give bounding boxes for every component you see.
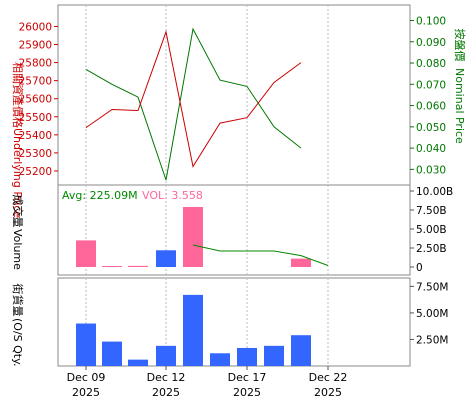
nominal-axis-label-cjk: 按盤價: [453, 29, 467, 62]
volume-bar: [102, 266, 122, 267]
underlying-tick-label: 25600: [19, 94, 52, 106]
underlying-tick-label: 25300: [19, 148, 52, 160]
underlying-price-line: [85, 30, 302, 168]
volume-tick-label: 2.50B: [416, 243, 447, 255]
nominal-axis-label: Nominal Price: [453, 68, 466, 144]
outstanding-bar: [156, 345, 176, 366]
underlying-tick-label: 25200: [19, 166, 52, 178]
outstanding-bar: [76, 323, 96, 366]
nominal-tick-label: 0.070: [416, 79, 446, 91]
volume-tick-label: 7.50B: [416, 205, 447, 217]
outstanding-bar: [102, 341, 122, 366]
underlying-axis-label: Underlying Price: [11, 128, 24, 218]
x-tick-label: Dec 09: [67, 371, 106, 384]
underlying-tick-label: 25700: [19, 76, 52, 88]
nominal-tick-label: 0.100: [416, 16, 446, 28]
x-tick-label: Dec 17: [228, 371, 267, 384]
volume-bar: [156, 250, 176, 267]
underlying-axis-label-cjk: 相關資產價格: [11, 62, 25, 128]
underlying-tick-label: 25800: [19, 58, 52, 70]
nominal-tick-label: 0.090: [416, 37, 446, 49]
x-tick-year: 2025: [314, 386, 342, 399]
nominal-tick-label: 0.080: [416, 58, 446, 70]
outstanding-axis-label: (O/S Qty.: [11, 318, 24, 367]
outstanding-bar: [128, 359, 148, 366]
nominal-tick-label: 0.040: [416, 143, 446, 155]
underlying-tick-label: 26000: [19, 21, 52, 33]
outstanding-bar: [237, 347, 257, 366]
outstanding-bar: [183, 294, 203, 366]
x-tick-year: 2025: [152, 386, 180, 399]
price-panel-frame: [57, 4, 411, 186]
outstanding-tick-label: 7.50M: [416, 281, 448, 293]
outstanding-axis-label-cjk: 街貨量: [11, 284, 25, 317]
volume-bar: [76, 240, 96, 267]
nominal-tick-label: 0.030: [416, 164, 446, 176]
volume-tick-label: 10.00B: [416, 186, 453, 198]
underlying-tick-label: 25500: [19, 112, 52, 124]
x-tick-year: 2025: [233, 386, 261, 399]
nominal-tick-label: 0.050: [416, 122, 446, 134]
outstanding-bar: [291, 335, 311, 366]
volume-axis-label-cjk: 成交量: [11, 195, 25, 228]
x-tick-label: Dec 22: [309, 371, 348, 384]
volume-bar: [128, 265, 148, 267]
volume-axis-label: Volume: [11, 229, 24, 270]
volume-average-line: [192, 244, 329, 266]
nominal-price-line: [85, 27, 302, 181]
underlying-tick-label: 25900: [19, 40, 52, 52]
volume-average-label: Avg: 225.09M: [62, 189, 138, 202]
x-tick-year: 2025: [72, 386, 100, 399]
outstanding-tick-label: 2.50M: [416, 334, 448, 346]
volume-tick-label: 0: [416, 262, 423, 274]
outstanding-bar: [210, 353, 230, 366]
volume-panel-frame: [57, 184, 411, 276]
x-tick-label: Dec 12: [147, 371, 186, 384]
volume-bar: [291, 258, 311, 267]
nominal-tick-label: 0.060: [416, 101, 446, 113]
outstanding-bar: [264, 345, 284, 366]
outstanding-tick-label: 5.00M: [416, 308, 448, 320]
volume-tick-label: 5.00B: [416, 224, 447, 236]
volume-bar: [183, 206, 203, 267]
volume-vol-label: VOL: 3.558: [142, 189, 203, 202]
underlying-tick-label: 25400: [19, 130, 52, 142]
